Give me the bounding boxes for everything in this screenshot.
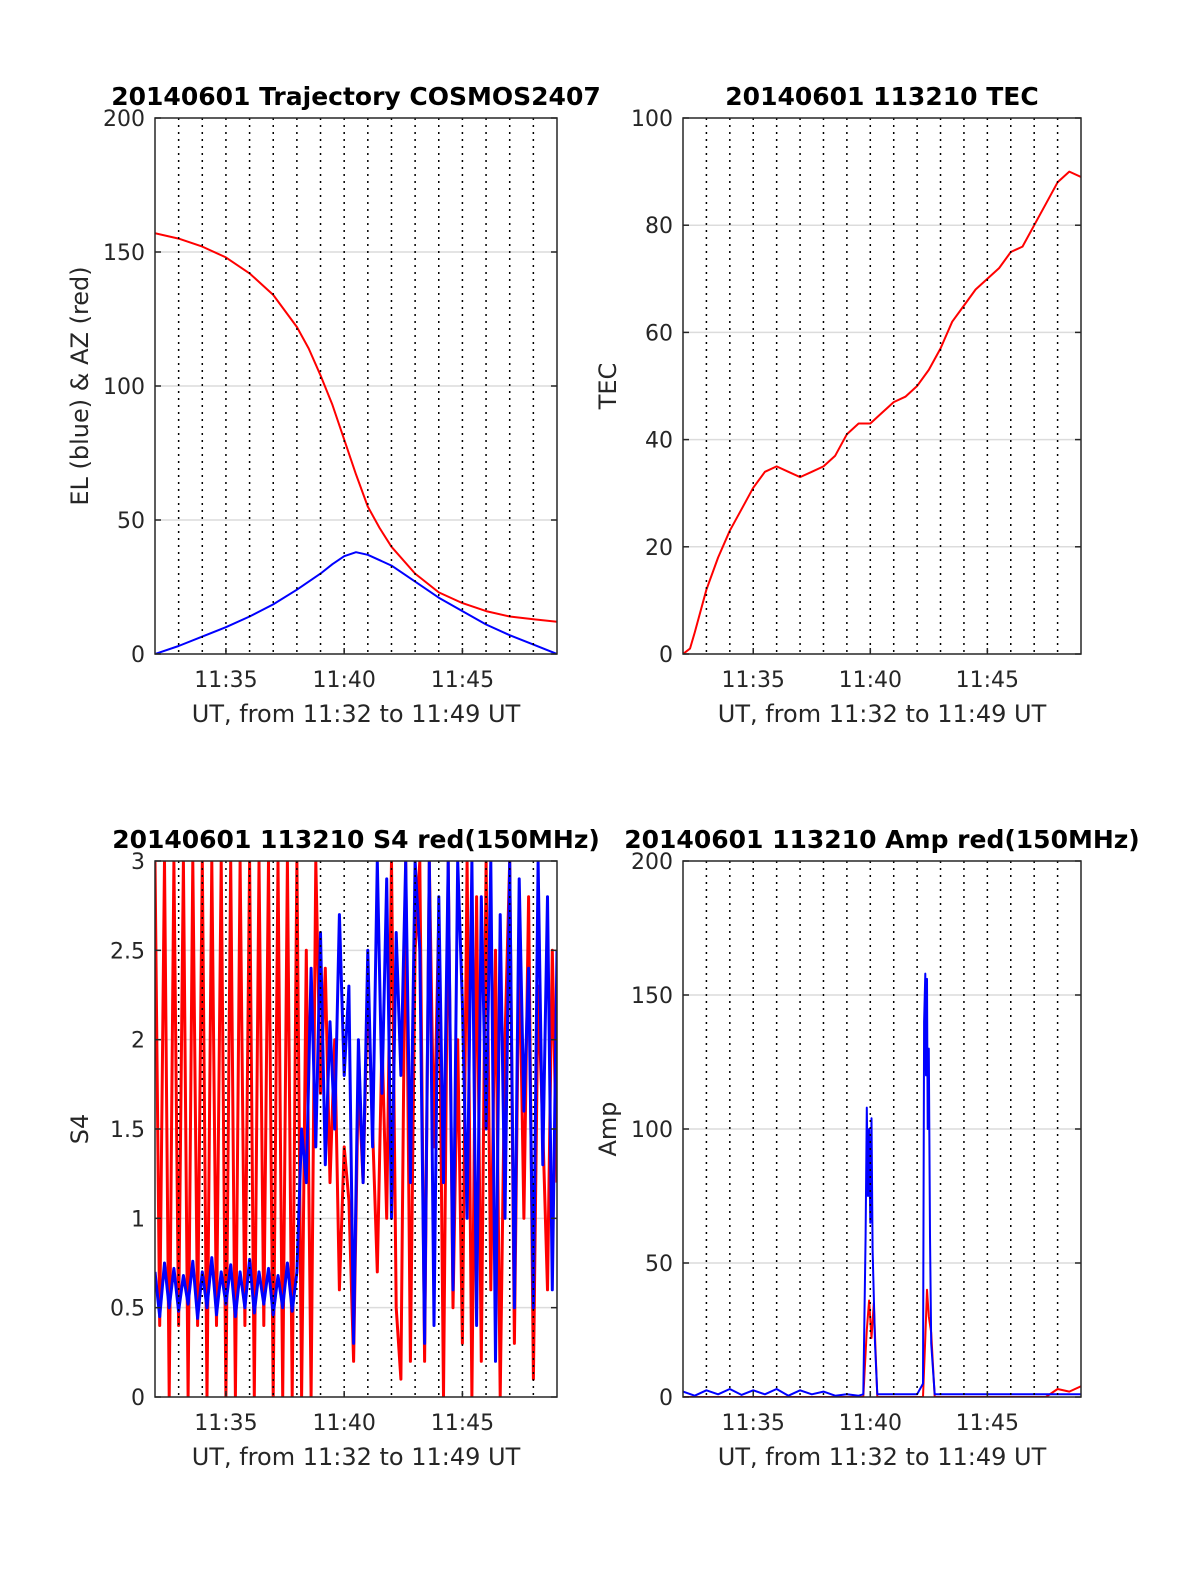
x-tick-label: 11:35 [194,668,257,693]
x-tick-label: 11:45 [956,668,1019,693]
chart-title: 20140601 Trajectory COSMOS2407 [111,82,601,111]
y-tick-label: 20 [645,536,673,561]
x-tick-label: 11:45 [956,1411,1019,1436]
y-tick-label: 0 [131,1386,145,1411]
series-group [155,861,557,1397]
x-tick-label: 11:45 [431,1411,494,1436]
series-group [683,972,1081,1397]
chart-title: 20140601 113210 Amp red(150MHz) [624,825,1140,854]
y-tick-label: 150 [631,984,673,1009]
y-axis-label: TEC [594,363,622,411]
x-tick-label: 11:45 [431,668,494,693]
plot-area [683,118,1081,654]
x-tick-label: 11:35 [194,1411,257,1436]
x-tick-label: 11:35 [722,1411,785,1436]
y-axis-label: Amp [594,1101,622,1156]
y-tick-label: 100 [631,107,673,132]
x-tick-label: 11:35 [722,668,785,693]
y-tick-label: 80 [645,214,673,239]
x-tick-label: 11:40 [839,1411,902,1436]
y-axis-label: S4 [66,1114,94,1145]
y-tick-label: 150 [103,241,145,266]
series-group [155,232,557,654]
panel-p3: 0 0.5 1 1.5 2 2.5 3 11:35 11:40 11:45 20140601 113… [66,825,600,1471]
panel-p2: 0 20 40 60 80 100 11:35 11:40 11:45 20140601 1132… [594,82,1082,728]
y-tick-label: 0.5 [110,1297,145,1322]
y-tick-label: 3 [131,850,145,875]
series-line-az [155,232,557,623]
y-tick-label: 50 [117,509,145,534]
panel-p1: 0 50 100 150 200 11:35 11:40 11:45 20140601 Traj… [66,82,601,728]
x-axis-label: UT, from 11:32 to 11:49 UT [192,700,521,728]
x-axis-label: UT, from 11:32 to 11:49 UT [718,700,1047,728]
chart-title: 20140601 113210 TEC [725,82,1038,111]
axes-box [682,117,1082,655]
x-tick-label: 11:40 [312,668,375,693]
x-axis-label: UT, from 11:32 to 11:49 UT [718,1443,1047,1471]
y-tick-label: 1 [131,1207,145,1232]
y-tick-label: 0 [131,643,145,668]
series-group [683,170,1081,654]
y-tick-label: 200 [631,850,673,875]
x-tick-label: 11:40 [839,668,902,693]
y-tick-label: 2 [131,1029,145,1054]
y-tick-label: 50 [645,1252,673,1277]
chart-title: 20140601 113210 S4 red(150MHz) [112,825,600,854]
y-tick-label: 60 [645,321,673,346]
series-line-tec [683,170,1081,654]
series-line-s4-blue [155,861,557,1363]
y-axis-label: EL (blue) & AZ (red) [66,266,94,505]
y-tick-label: 0 [659,1386,673,1411]
y-tick-label: 2.5 [110,939,145,964]
y-tick-label: 40 [645,429,673,454]
series-line-amp-blue [683,972,1081,1397]
y-tick-label: 0 [659,643,673,668]
y-tick-label: 1.5 [110,1118,145,1143]
panel-p4: 0 50 100 150 200 11:35 11:40 11:45 20140601 1132… [594,825,1140,1471]
series-line-el [155,551,557,654]
y-tick-label: 200 [103,107,145,132]
y-tick-label: 100 [103,375,145,400]
x-tick-label: 11:40 [312,1411,375,1436]
x-axis-label: UT, from 11:32 to 11:49 UT [192,1443,521,1471]
y-tick-label: 100 [631,1118,673,1143]
